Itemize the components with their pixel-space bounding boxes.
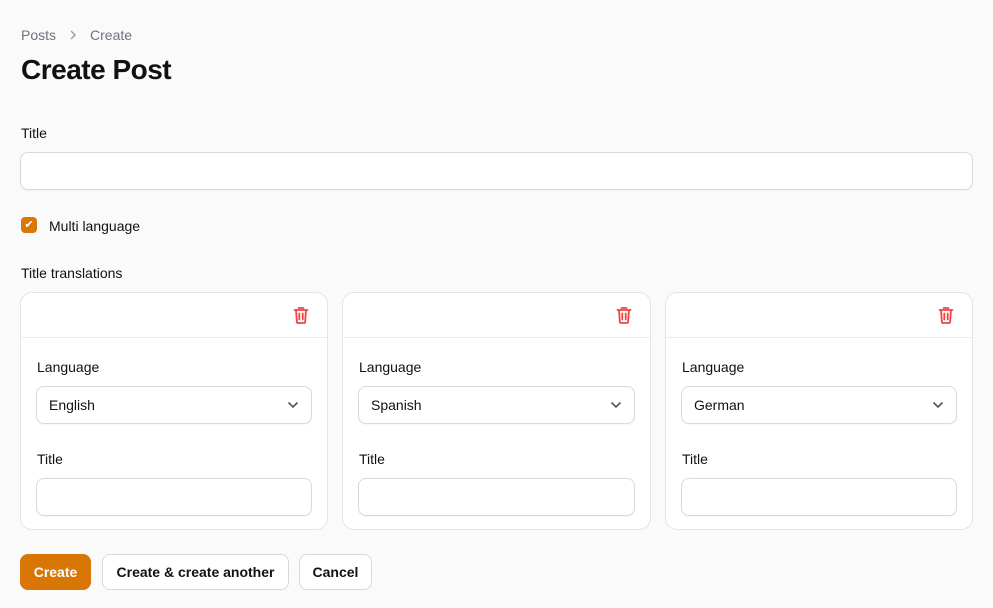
breadcrumb-posts[interactable]: Posts bbox=[21, 27, 57, 43]
multi-language-checkbox[interactable]: ✔ bbox=[21, 217, 37, 233]
language-label: Language bbox=[359, 359, 422, 375]
language-select[interactable]: German bbox=[681, 386, 957, 424]
check-icon: ✔ bbox=[24, 219, 34, 231]
title-input[interactable] bbox=[20, 152, 973, 190]
create-button[interactable]: Create bbox=[20, 554, 91, 590]
title-label: Title bbox=[21, 125, 47, 141]
translation-title-label: Title bbox=[37, 451, 63, 467]
language-select[interactable]: English bbox=[36, 386, 312, 424]
translation-title-input[interactable] bbox=[36, 478, 312, 516]
translation-title-input[interactable] bbox=[681, 478, 957, 516]
language-label: Language bbox=[682, 359, 745, 375]
language-value: English bbox=[49, 397, 95, 413]
translation-title-input[interactable] bbox=[358, 478, 635, 516]
chevron-down-icon bbox=[610, 401, 622, 409]
card-header bbox=[343, 293, 650, 338]
trash-icon[interactable] bbox=[938, 306, 954, 324]
trash-icon[interactable] bbox=[616, 306, 632, 324]
create-another-button[interactable]: Create & create another bbox=[102, 554, 289, 590]
chevron-down-icon bbox=[932, 401, 944, 409]
breadcrumb: Posts Create bbox=[21, 27, 132, 43]
cancel-button[interactable]: Cancel bbox=[299, 554, 372, 590]
chevron-down-icon bbox=[287, 401, 299, 409]
card-header bbox=[666, 293, 972, 338]
trash-icon[interactable] bbox=[293, 306, 309, 324]
language-select[interactable]: Spanish bbox=[358, 386, 635, 424]
translation-card: Language German Title bbox=[665, 292, 973, 530]
card-header bbox=[21, 293, 327, 338]
translation-title-label: Title bbox=[682, 451, 708, 467]
title-translations-label: Title translations bbox=[21, 265, 123, 281]
multi-language-label: Multi language bbox=[49, 218, 141, 234]
language-value: Spanish bbox=[371, 397, 422, 413]
translation-card: Language Spanish Title bbox=[342, 292, 651, 530]
language-value: German bbox=[694, 397, 745, 413]
translation-card: Language English Title bbox=[20, 292, 328, 530]
chevron-right-icon bbox=[70, 30, 77, 40]
page-title: Create Post bbox=[21, 54, 172, 85]
translation-title-label: Title bbox=[359, 451, 385, 467]
breadcrumb-create: Create bbox=[90, 27, 133, 43]
language-label: Language bbox=[37, 359, 100, 375]
